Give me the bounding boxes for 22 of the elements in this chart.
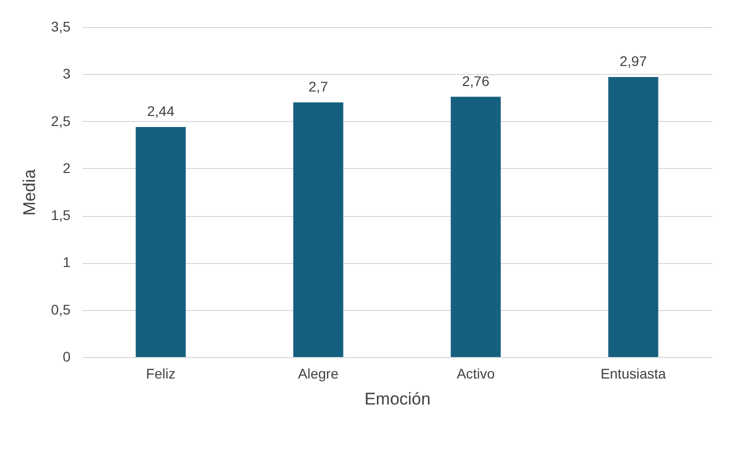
x-tick-label: Entusiasta — [600, 366, 666, 382]
y-tick-label: 1,5 — [51, 207, 71, 224]
y-tick-label: 0,5 — [51, 301, 71, 318]
data-label: 2,44 — [147, 102, 175, 119]
y-tick-label: 3,5 — [51, 18, 71, 34]
y-tick-label: 2 — [62, 160, 71, 176]
y-tick-label: 0 — [62, 348, 71, 364]
data-label: 2,7 — [308, 78, 328, 94]
y-tick-label: 2,5 — [51, 112, 71, 129]
data-label: 2,97 — [620, 52, 648, 69]
bar — [450, 96, 501, 357]
bar — [136, 126, 186, 357]
bar — [608, 76, 658, 357]
x-axis-title: Emoción — [364, 390, 431, 408]
y-tick-label: 3 — [62, 66, 71, 82]
y-tick-label: 1 — [62, 254, 71, 270]
x-tick-label: Alegre — [298, 366, 339, 382]
x-tick-label: Feliz — [146, 366, 176, 382]
bar — [293, 102, 344, 357]
data-label: 2,76 — [462, 72, 490, 89]
y-axis-title: Media — [20, 168, 40, 216]
x-tick-label: Activo — [456, 366, 496, 382]
